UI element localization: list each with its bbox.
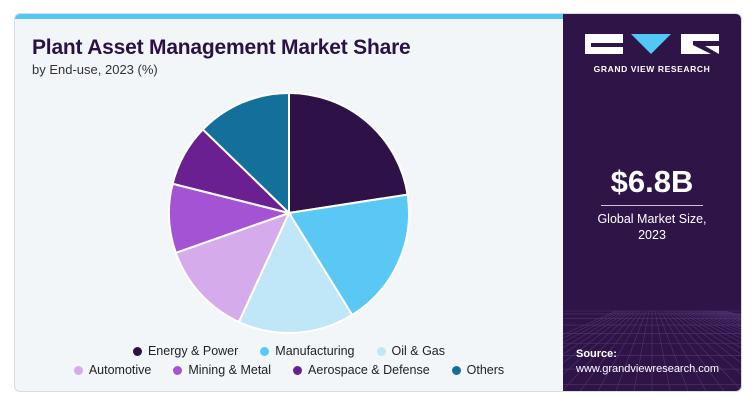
legend-label: Aerospace & Defense xyxy=(308,363,430,377)
legend-swatch xyxy=(260,346,270,356)
market-size-label-line2: 2023 xyxy=(638,228,666,242)
legend-item-manufacturing: Manufacturing xyxy=(260,344,355,358)
legend-label: Automotive xyxy=(88,363,152,377)
grid-lines xyxy=(563,310,741,391)
accent-bar xyxy=(15,14,563,19)
pie-slice-others xyxy=(201,91,290,216)
perspective-grid-graphic xyxy=(563,310,741,391)
legend-swatch xyxy=(73,365,83,375)
pie-slice-energy-power xyxy=(288,91,409,215)
info-panel: GRAND VIEW RESEARCH $6.8B Global Market … xyxy=(563,14,741,391)
grand-view-research-logo xyxy=(585,34,719,54)
chart-subtitle: by End-use, 2023 (%) xyxy=(32,62,158,77)
market-size-label: Global Market Size, 2023 xyxy=(563,211,741,243)
legend-swatch xyxy=(132,346,142,356)
legend-item-mining-metal: Mining & Metal xyxy=(173,363,271,377)
legend-item-energy-power: Energy & Power xyxy=(132,344,239,358)
legend-swatch xyxy=(451,365,461,375)
chart-card: Plant Asset Management Market Share by E… xyxy=(14,13,742,392)
legend-label: Energy & Power xyxy=(147,344,239,358)
brand-name: GRAND VIEW RESEARCH xyxy=(593,64,711,74)
pie-slice-oil-gas xyxy=(237,210,354,334)
legend-label: Mining & Metal xyxy=(188,363,272,377)
legend-label: Manufacturing xyxy=(275,344,355,358)
legend-item-automotive: Automotive xyxy=(73,363,152,377)
legend-swatch xyxy=(376,346,386,356)
chart-title: Plant Asset Management Market Share xyxy=(32,36,411,59)
source-url: www.grandviewresearch.com xyxy=(576,363,720,375)
legend-swatch xyxy=(173,365,183,375)
legend-row-1: Energy & Power Manufacturing Oil & Gas xyxy=(15,344,563,358)
pie-slice-manufacturing xyxy=(287,193,410,317)
legend-row-2: Automotive Mining & Metal Aerospace & De… xyxy=(15,363,563,377)
legend-label: Others xyxy=(466,363,505,377)
legend-swatch xyxy=(293,365,303,375)
pie-chart xyxy=(168,91,410,334)
legend-label: Oil & Gas xyxy=(391,344,446,358)
legend-item-aerospace-defense: Aerospace & Defense xyxy=(293,363,430,377)
chart-panel: Plant Asset Management Market Share by E… xyxy=(15,14,563,391)
legend-item-others: Others xyxy=(451,363,505,377)
market-size-value: $6.8B xyxy=(610,164,694,199)
source-label: Source: xyxy=(576,348,617,360)
market-size-label-line1: Global Market Size, xyxy=(597,212,707,226)
pie-slice-automotive xyxy=(174,211,291,324)
kpi-divider xyxy=(601,205,703,206)
legend-item-oil-gas: Oil & Gas xyxy=(376,344,446,358)
